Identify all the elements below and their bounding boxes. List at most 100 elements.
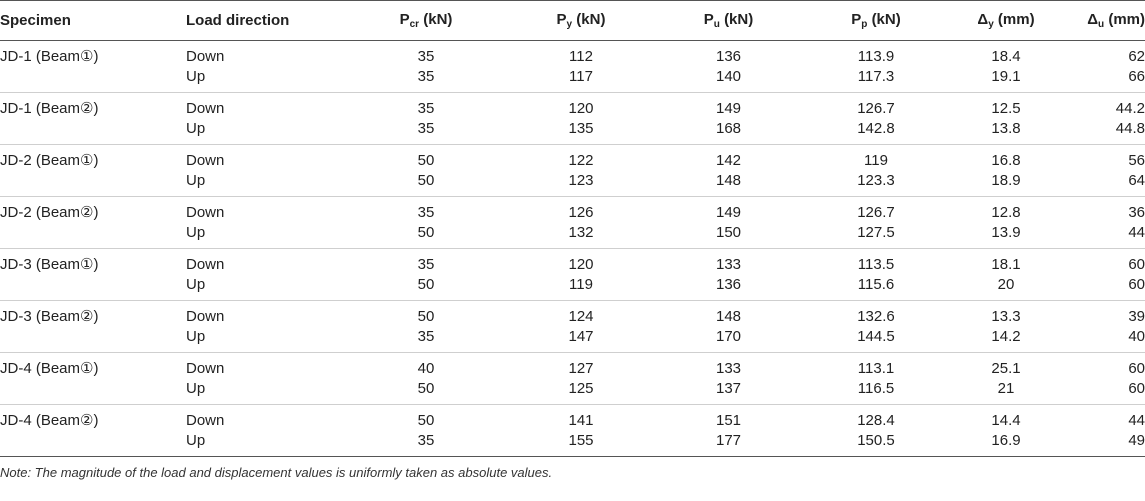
cell-delta-u: 60 <box>1128 379 1145 397</box>
cell-delta-y: 13.9 <box>991 223 1021 241</box>
cell-pcr: 35 <box>417 67 435 85</box>
cell-py: 126 <box>568 204 594 221</box>
cell-pu: 150 <box>715 223 742 241</box>
cell-py: 123 <box>568 171 594 189</box>
table-row: Up 50 125 137 116.5 21 60 <box>0 379 1145 405</box>
cell-pp: 150.5 <box>857 431 895 449</box>
cell-delta-u: 44.8 <box>1115 119 1145 137</box>
cell-delta-u: 44 <box>1128 412 1145 429</box>
cell-py: 155 <box>568 431 594 449</box>
cell-direction: Up <box>186 379 206 397</box>
cell-pcr: 35 <box>417 256 435 273</box>
cell-pcr: 50 <box>417 223 435 241</box>
cell-pcr: 35 <box>417 100 435 117</box>
cell-empty <box>0 431 186 457</box>
header-delta-u: Δu (mm) <box>1061 0 1145 41</box>
cell-pp: 123.3 <box>857 171 895 189</box>
specimen-group: JD-2 (Beam②) Down 35 126 149 126.7 12.8 … <box>0 197 1145 249</box>
cell-delta-y: 19.1 <box>991 67 1021 85</box>
cell-py: 122 <box>568 152 594 169</box>
cell-pp: 127.5 <box>857 223 895 241</box>
table-row: JD-4 (Beam②) Down 50 141 151 128.4 14.4 … <box>0 405 1145 431</box>
cell-pu: 148 <box>715 171 742 189</box>
cell-delta-u: 62 <box>1128 48 1145 65</box>
cell-delta-y: 16.9 <box>991 431 1021 449</box>
cell-direction: Down <box>186 48 225 65</box>
results-table: Specimen Load direction Pcr (kN) Py (kN)… <box>0 0 1145 457</box>
table-row: Up 35 147 170 144.5 14.2 40 <box>0 327 1145 353</box>
cell-py: 124 <box>568 308 594 325</box>
table-row: JD-4 (Beam①) Down 40 127 133 113.1 25.1 … <box>0 353 1145 379</box>
cell-py: 125 <box>568 379 594 397</box>
cell-pp: 117.3 <box>857 67 895 85</box>
cell-pp: 132.6 <box>857 308 895 325</box>
cell-specimen: JD-4 (Beam②) <box>0 412 99 429</box>
cell-py: 120 <box>568 100 594 117</box>
cell-pcr: 35 <box>417 119 435 137</box>
table-row: JD-3 (Beam①) Down 35 120 133 113.5 18.1 … <box>0 249 1145 275</box>
cell-pp: 115.6 <box>857 275 895 293</box>
cell-empty <box>0 327 186 353</box>
cell-pu: 140 <box>715 67 742 85</box>
cell-pu: 149 <box>715 100 742 117</box>
table-row: Up 50 123 148 123.3 18.9 64 <box>0 171 1145 197</box>
cell-delta-u: 60 <box>1128 275 1145 293</box>
header-specimen: Specimen <box>0 0 186 41</box>
cell-pcr: 35 <box>417 327 435 345</box>
cell-delta-u: 60 <box>1128 360 1145 377</box>
specimen-group: JD-3 (Beam①) Down 35 120 133 113.5 18.1 … <box>0 249 1145 301</box>
cell-direction: Down <box>186 256 225 273</box>
specimen-group: JD-4 (Beam②) Down 50 141 151 128.4 14.4 … <box>0 405 1145 457</box>
cell-pu: 177 <box>715 431 742 449</box>
cell-direction: Down <box>186 152 225 169</box>
table-row: Up 35 155 177 150.5 16.9 49 <box>0 431 1145 457</box>
cell-delta-u: 66 <box>1128 67 1145 85</box>
cell-specimen: JD-3 (Beam②) <box>0 308 99 325</box>
header-delta-y: Δy (mm) <box>951 0 1061 41</box>
cell-pp: 144.5 <box>857 327 895 345</box>
cell-delta-u: 40 <box>1128 327 1145 345</box>
cell-delta-u: 56 <box>1128 152 1145 169</box>
cell-py: 132 <box>568 223 594 241</box>
cell-delta-u: 44 <box>1128 223 1145 241</box>
cell-delta-y: 12.8 <box>991 204 1021 221</box>
cell-pu: 149 <box>715 204 742 221</box>
cell-pcr: 50 <box>417 308 435 325</box>
header-py: Py (kN) <box>506 0 656 41</box>
cell-pp: 113.5 <box>857 256 895 273</box>
cell-pcr: 50 <box>417 412 435 429</box>
cell-py: 135 <box>568 119 594 137</box>
cell-direction: Down <box>186 308 225 325</box>
cell-delta-y: 20 <box>997 275 1015 293</box>
cell-specimen: JD-1 (Beam①) <box>0 48 99 65</box>
cell-direction: Down <box>186 204 225 221</box>
cell-pp: 119 <box>864 152 888 169</box>
table-row: Up 50 132 150 127.5 13.9 44 <box>0 223 1145 249</box>
table-row: JD-3 (Beam②) Down 50 124 148 132.6 13.3 … <box>0 301 1145 327</box>
cell-pcr: 40 <box>417 360 435 377</box>
cell-delta-y: 13.3 <box>991 308 1021 325</box>
cell-delta-y: 18.4 <box>991 48 1021 65</box>
cell-delta-y: 16.8 <box>991 152 1021 169</box>
table-header: Specimen Load direction Pcr (kN) Py (kN)… <box>0 0 1145 41</box>
cell-pu: 148 <box>715 308 742 325</box>
cell-pcr: 35 <box>417 431 435 449</box>
cell-py: 127 <box>568 360 594 377</box>
table-note: Note: The magnitude of the load and disp… <box>0 465 553 480</box>
cell-pp: 142.8 <box>857 119 895 137</box>
cell-specimen: JD-2 (Beam②) <box>0 204 99 221</box>
cell-py: 117 <box>569 67 593 85</box>
cell-direction: Up <box>186 275 206 293</box>
cell-direction: Up <box>186 327 206 345</box>
cell-direction: Up <box>186 223 206 241</box>
cell-direction: Down <box>186 100 225 117</box>
cell-py: 147 <box>568 327 594 345</box>
cell-py: 120 <box>568 256 594 273</box>
cell-pp: 126.7 <box>857 204 895 221</box>
cell-empty <box>0 171 186 197</box>
cell-specimen: JD-1 (Beam②) <box>0 100 99 117</box>
cell-pcr: 50 <box>417 171 435 189</box>
cell-pp: 126.7 <box>857 100 895 117</box>
cell-delta-y: 25.1 <box>991 360 1021 377</box>
cell-pcr: 50 <box>417 275 435 293</box>
